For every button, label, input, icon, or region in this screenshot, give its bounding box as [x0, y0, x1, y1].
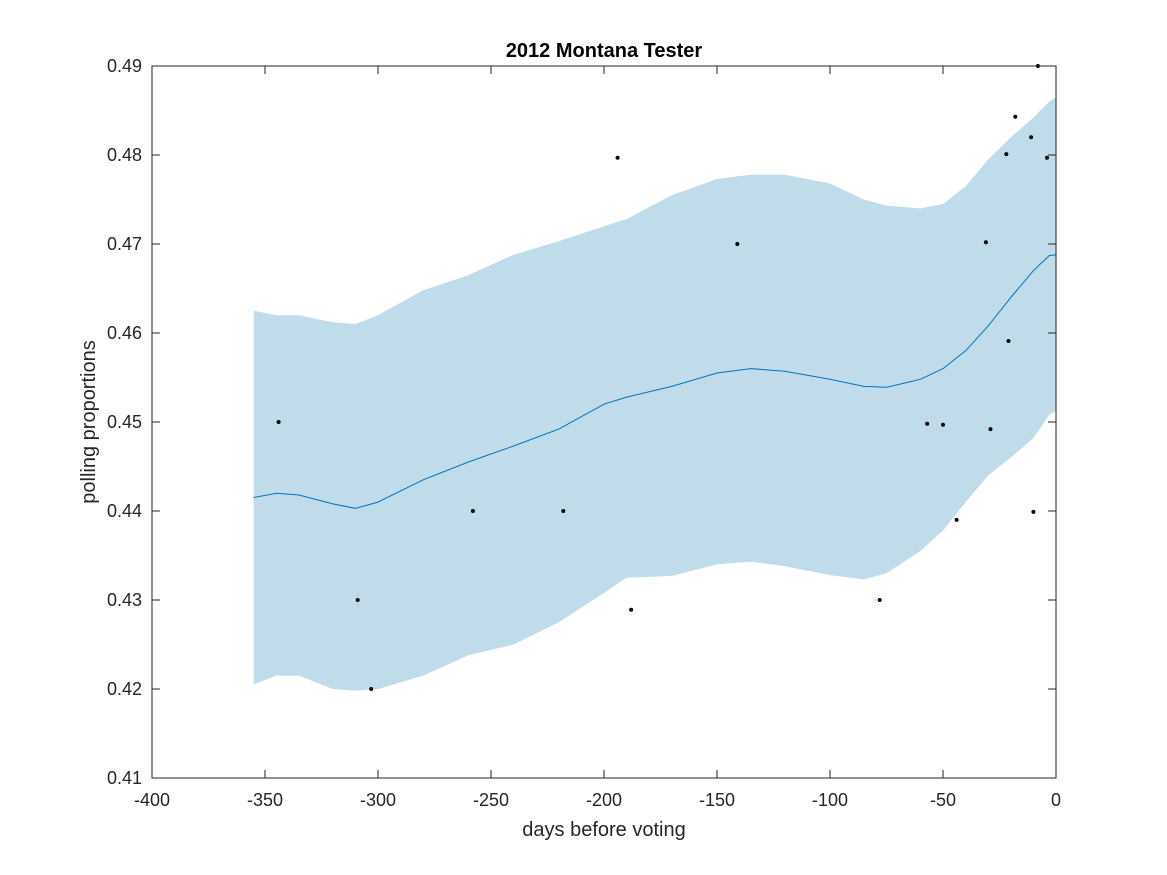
- x-tick-label: -200: [586, 790, 622, 810]
- y-tick-label: 0.44: [107, 501, 142, 521]
- data-point: [615, 155, 620, 160]
- data-point: [369, 687, 374, 691]
- y-tick-label: 0.42: [107, 679, 142, 699]
- data-point: [1031, 509, 1036, 514]
- data-points-layer: [276, 64, 1049, 691]
- data-point: [470, 509, 475, 513]
- data-point: [925, 421, 930, 426]
- data-point: [629, 607, 634, 612]
- x-tick-label: -350: [247, 790, 283, 810]
- data-point: [1029, 135, 1034, 140]
- y-tick-label: 0.46: [107, 323, 142, 343]
- x-tick-label: 0: [1051, 790, 1061, 810]
- mean-line-layer: [253, 254, 1057, 509]
- x-axis-label: days before voting: [522, 819, 685, 841]
- confidence-band-layer: [253, 97, 1056, 691]
- x-tick-label: -50: [930, 790, 956, 810]
- y-tick-label: 0.48: [107, 145, 142, 165]
- y-tick-label: 0.41: [107, 768, 142, 788]
- chart-title: 2012 Montana Tester: [506, 40, 703, 62]
- data-point: [1006, 339, 1011, 343]
- x-tick-label: -300: [360, 790, 396, 810]
- data-point: [954, 517, 959, 522]
- data-point: [355, 598, 360, 602]
- x-axis: -400 -350 -300 -250 -200 -150 -100 -50 0: [134, 66, 1061, 810]
- y-tick-label: 0.43: [107, 590, 142, 610]
- data-point: [1004, 152, 1009, 157]
- x-tick-label: -100: [812, 790, 848, 810]
- data-point: [988, 427, 993, 432]
- data-point: [276, 420, 281, 424]
- data-point: [561, 509, 566, 513]
- data-point: [735, 242, 740, 246]
- x-tick-label: -150: [699, 790, 735, 810]
- x-tick-label: -400: [134, 790, 170, 810]
- data-point: [941, 422, 945, 427]
- x-tick-label: -250: [473, 790, 509, 810]
- y-tick-label: 0.45: [107, 412, 142, 432]
- y-tick-label: 0.49: [107, 56, 142, 76]
- data-point: [1013, 114, 1018, 119]
- mean-trend-line: [253, 254, 1057, 509]
- y-axis: 0.41 0.42 0.43 0.44 0.45 0.46 0.47 0.48 0.49: [107, 56, 1056, 788]
- data-point: [1045, 155, 1049, 160]
- confidence-band: [253, 97, 1056, 691]
- y-axis-label: polling proportions: [78, 340, 100, 503]
- data-point: [983, 240, 988, 245]
- y-tick-label: 0.47: [107, 234, 142, 254]
- data-point: [877, 598, 882, 602]
